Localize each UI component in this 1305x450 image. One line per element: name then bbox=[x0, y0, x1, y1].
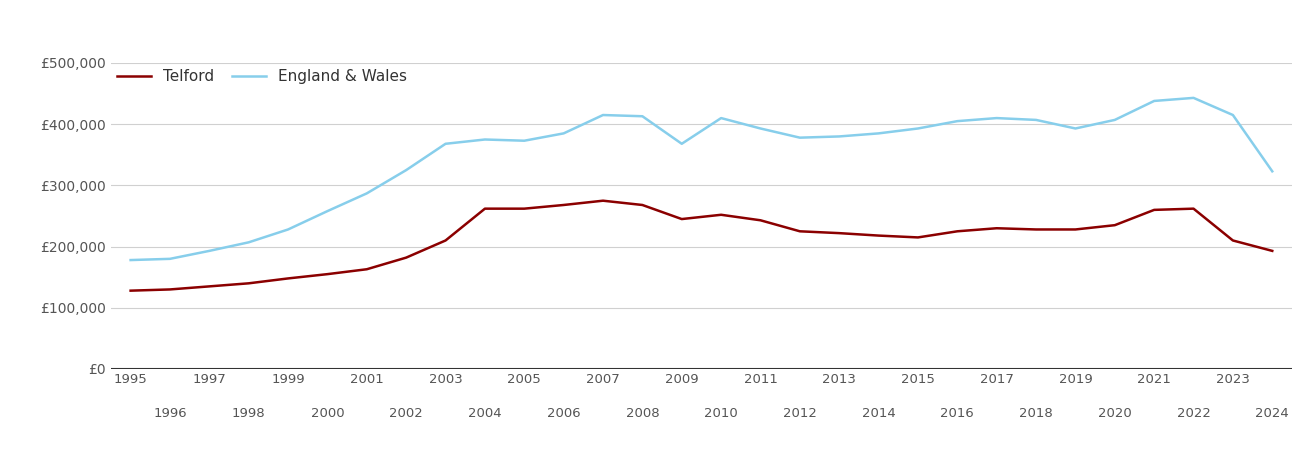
England & Wales bbox=[1225, 112, 1241, 118]
England & Wales bbox=[437, 141, 453, 147]
Text: 2016: 2016 bbox=[941, 407, 975, 420]
Text: 2000: 2000 bbox=[311, 407, 345, 420]
Legend: Telford, England & Wales: Telford, England & Wales bbox=[111, 63, 414, 90]
Text: 2006: 2006 bbox=[547, 407, 581, 420]
England & Wales bbox=[1067, 126, 1083, 131]
Telford bbox=[478, 206, 493, 211]
England & Wales bbox=[714, 115, 729, 121]
England & Wales bbox=[281, 227, 296, 232]
Telford bbox=[673, 216, 689, 222]
England & Wales bbox=[359, 191, 375, 196]
Telford bbox=[556, 202, 572, 208]
Telford bbox=[437, 238, 453, 243]
Telford bbox=[1265, 248, 1280, 254]
England & Wales bbox=[162, 256, 177, 261]
Telford bbox=[1186, 206, 1202, 211]
England & Wales bbox=[517, 138, 532, 144]
Text: 1996: 1996 bbox=[153, 407, 187, 420]
Telford bbox=[359, 266, 375, 272]
England & Wales bbox=[320, 208, 335, 214]
Text: 2004: 2004 bbox=[468, 407, 501, 420]
England & Wales bbox=[478, 137, 493, 142]
Telford bbox=[281, 276, 296, 281]
England & Wales bbox=[1107, 117, 1122, 122]
Text: 2020: 2020 bbox=[1098, 407, 1131, 420]
England & Wales bbox=[989, 115, 1005, 121]
England & Wales bbox=[1186, 95, 1202, 101]
Text: 2018: 2018 bbox=[1019, 407, 1053, 420]
Text: 2014: 2014 bbox=[861, 407, 895, 420]
England & Wales bbox=[792, 135, 808, 140]
England & Wales bbox=[753, 126, 769, 131]
Telford bbox=[714, 212, 729, 217]
Telford bbox=[910, 235, 925, 240]
Text: 2012: 2012 bbox=[783, 407, 817, 420]
England & Wales bbox=[870, 130, 886, 136]
Telford bbox=[634, 202, 650, 208]
Telford bbox=[1146, 207, 1161, 212]
England & Wales bbox=[950, 118, 966, 124]
Telford bbox=[950, 229, 966, 234]
England & Wales bbox=[673, 141, 689, 147]
Telford bbox=[398, 255, 414, 260]
Text: 2022: 2022 bbox=[1177, 407, 1211, 420]
Telford bbox=[870, 233, 886, 238]
Telford bbox=[320, 271, 335, 277]
Line: England & Wales: England & Wales bbox=[130, 98, 1272, 260]
England & Wales bbox=[201, 248, 217, 254]
Telford bbox=[1067, 227, 1083, 232]
Telford bbox=[1225, 238, 1241, 243]
Telford bbox=[989, 225, 1005, 231]
Telford bbox=[792, 229, 808, 234]
Telford bbox=[753, 218, 769, 223]
England & Wales bbox=[123, 257, 138, 263]
England & Wales bbox=[910, 126, 925, 131]
England & Wales bbox=[831, 134, 847, 139]
England & Wales bbox=[241, 239, 257, 245]
Telford bbox=[162, 287, 177, 292]
Telford bbox=[1107, 222, 1122, 228]
England & Wales bbox=[595, 112, 611, 118]
Telford bbox=[201, 284, 217, 289]
Text: 2010: 2010 bbox=[705, 407, 739, 420]
England & Wales bbox=[1265, 169, 1280, 174]
England & Wales bbox=[398, 167, 414, 173]
Telford bbox=[123, 288, 138, 293]
Text: 2024: 2024 bbox=[1255, 407, 1289, 420]
Text: 1998: 1998 bbox=[232, 407, 265, 420]
England & Wales bbox=[556, 130, 572, 136]
Text: 2008: 2008 bbox=[625, 407, 659, 420]
England & Wales bbox=[634, 113, 650, 119]
Text: 2002: 2002 bbox=[389, 407, 423, 420]
Telford bbox=[1028, 227, 1044, 232]
Telford bbox=[517, 206, 532, 211]
England & Wales bbox=[1146, 98, 1161, 104]
Telford bbox=[595, 198, 611, 203]
England & Wales bbox=[1028, 117, 1044, 122]
Telford bbox=[241, 281, 257, 286]
Line: Telford: Telford bbox=[130, 201, 1272, 291]
Telford bbox=[831, 230, 847, 236]
